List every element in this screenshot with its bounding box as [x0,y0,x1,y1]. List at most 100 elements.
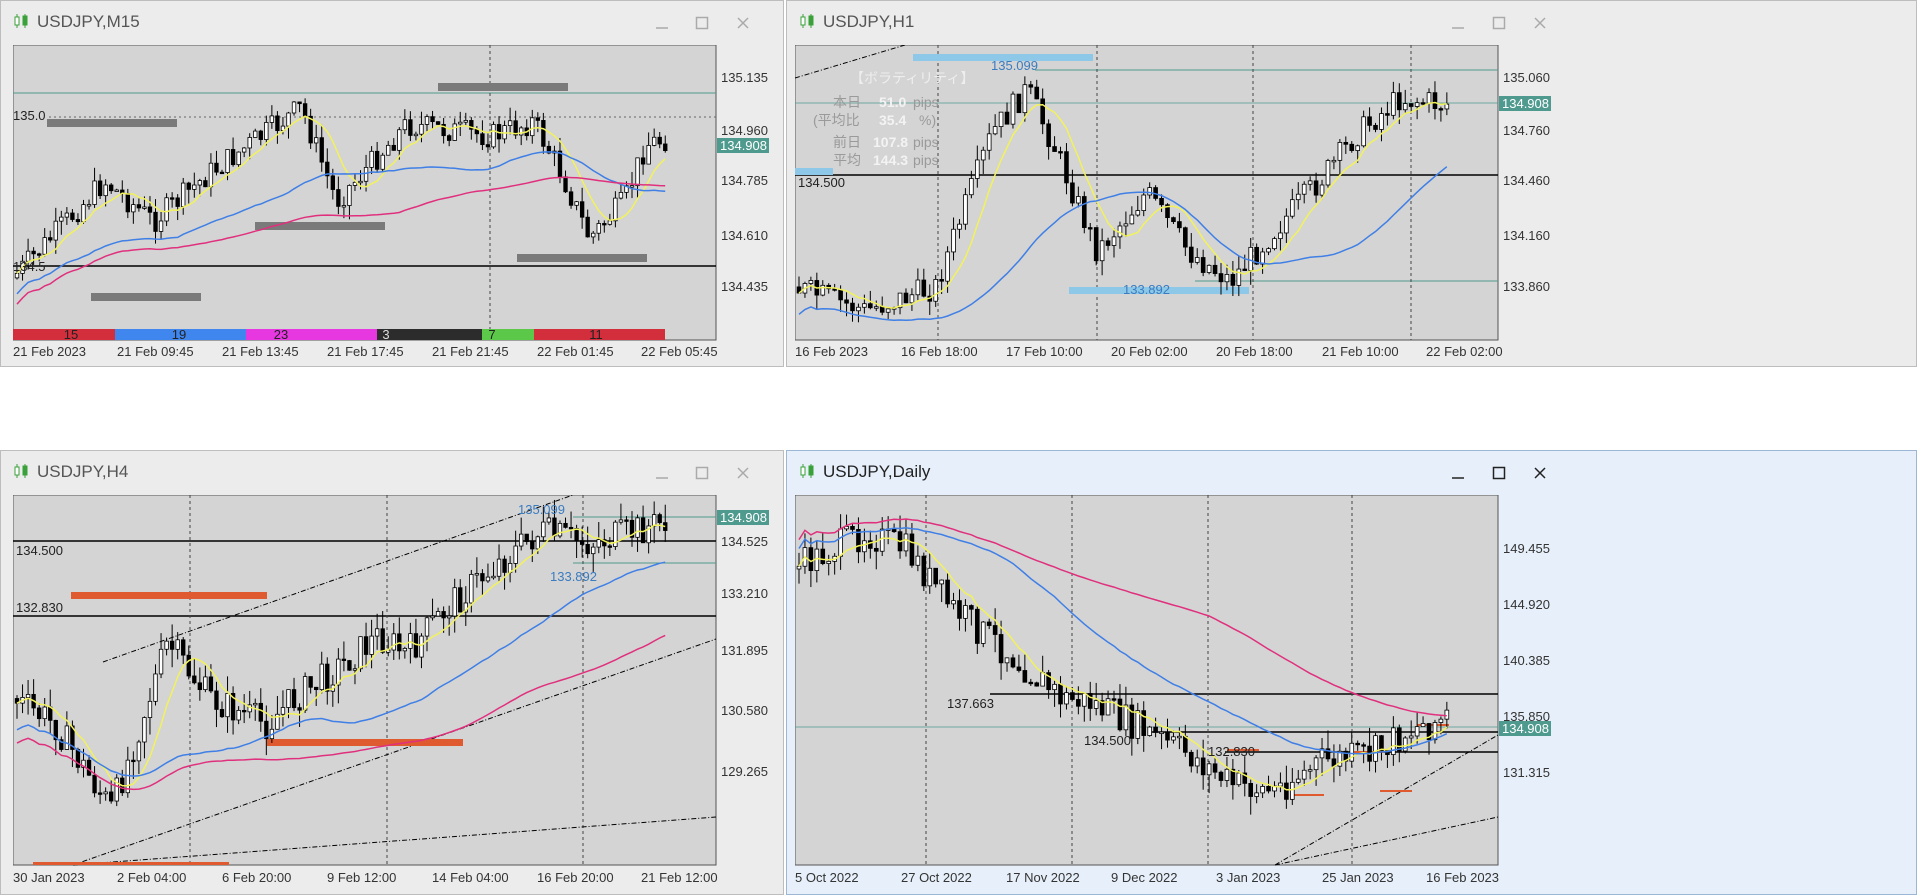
candle-body [81,204,86,223]
range-bar [1227,749,1259,751]
price-tick: 134.760 [1503,123,1550,138]
price-tick: 134.960 [721,123,768,138]
maximize-button[interactable] [1484,459,1514,487]
price-chart[interactable]: 135.099 134.500 133.892 【ボラティリティ】 本日 51.… [795,45,1555,359]
candle-body [1099,240,1105,262]
candle-body [352,668,358,671]
price-tick: 133.210 [721,586,768,601]
candle-body [602,539,607,547]
minimize-button[interactable] [647,9,677,37]
candle-body [957,223,962,230]
candle-body [258,130,263,140]
time-tick: 21 Feb 13:45 [222,344,299,359]
candle-body [435,611,441,617]
candle-body [1188,246,1194,263]
candle-body [1087,227,1093,230]
minimize-icon [656,477,668,479]
minimize-button[interactable] [1443,459,1473,487]
candle-body [579,201,585,218]
candle-body [635,157,640,187]
candle-body [921,555,927,587]
candle-body [530,117,535,137]
price-tick: 133.860 [1503,279,1550,294]
candle-body [1432,92,1438,109]
maximize-button[interactable] [687,9,717,37]
candle-body [430,615,435,619]
candle-body [838,289,843,301]
candle-body [136,741,142,762]
maximize-button[interactable] [1484,9,1514,37]
candle-body [629,185,635,188]
chart-window-m15[interactable]: USDJPY,M15 15 1 [0,0,784,367]
trend-line [102,495,574,663]
candle-body [1046,123,1051,147]
minimize-button[interactable] [647,459,677,487]
candle-body [186,182,191,190]
candle-body [1290,199,1295,217]
candle-body [513,120,518,136]
price-chart[interactable]: 137.663 134.500 132.830 149.455 144.920 … [795,495,1555,887]
candle-body [97,180,103,197]
candle-body [1391,727,1396,755]
candle-body [596,539,601,548]
candle-body [568,191,574,206]
candle-body [1159,731,1164,735]
candle-body [352,181,358,186]
candle-body [1194,757,1200,767]
candle-body [291,689,297,709]
candle-body [519,127,524,136]
price-chart[interactable]: 15 19 23 3 7 11 135.0 134.5 135.135 134.… [13,45,773,359]
current-price-tag [1499,721,1551,736]
candle-body [1337,141,1343,161]
candle-body [1087,693,1093,709]
minimize-button[interactable] [1443,9,1473,37]
time-tick: 21 Feb 12:00 [641,870,718,885]
candle-body [147,700,153,718]
price-chart[interactable]: 135.099 134.500 133.892 132.830 134.525 … [13,495,773,887]
maximize-button[interactable] [687,459,717,487]
window-titlebar[interactable]: USDJPY,H1 [787,1,1916,45]
chart-window-daily[interactable]: USDJPY,Daily 137.663 134.500 [786,450,1917,895]
close-button[interactable] [1525,9,1555,37]
window-titlebar[interactable]: USDJPY,Daily [787,451,1916,495]
candle-body [1391,92,1396,116]
candle-body [879,528,885,552]
chart-window-h1[interactable]: USDJPY,H1 135.099 134.500 133.892 【ボラティリ… [786,0,1917,367]
chart-window-h4[interactable]: USDJPY,H4 135.099 134.500 133.892 132 [0,450,784,895]
candle-body [1200,257,1206,273]
candle-body [986,621,992,626]
candle-body [1212,763,1218,773]
plot-area [13,45,717,341]
close-button[interactable] [1525,459,1555,487]
candle-body [591,232,596,238]
time-tick: 21 Feb 2023 [13,344,86,359]
candle-body [1188,751,1194,767]
candle-body [70,725,75,750]
candle-body [136,204,142,209]
window-titlebar[interactable]: USDJPY,M15 [1,1,783,45]
candle-body [1093,700,1099,709]
candle-body [125,759,130,794]
candle-body [1254,792,1259,797]
time-tick: 22 Feb 01:45 [537,344,614,359]
price-tick: 134.160 [1503,228,1550,243]
candle-body [297,707,302,711]
close-button[interactable] [728,459,758,487]
candle-body [446,615,452,619]
candle-body [1307,769,1313,772]
candle-body [873,547,879,552]
candle-body [1432,722,1438,741]
candle-body [1123,223,1129,227]
candle-body [585,216,590,238]
candle-body [302,103,308,117]
candle-body [363,166,369,182]
close-button[interactable] [728,9,758,37]
candle-body [109,184,114,192]
candle-body [1123,704,1129,731]
candles [14,98,668,281]
candle-body [951,228,956,253]
candle-body [1016,93,1022,114]
candle-body [458,121,463,125]
window-titlebar[interactable]: USDJPY,H4 [1,451,783,495]
candle-body [92,180,97,205]
